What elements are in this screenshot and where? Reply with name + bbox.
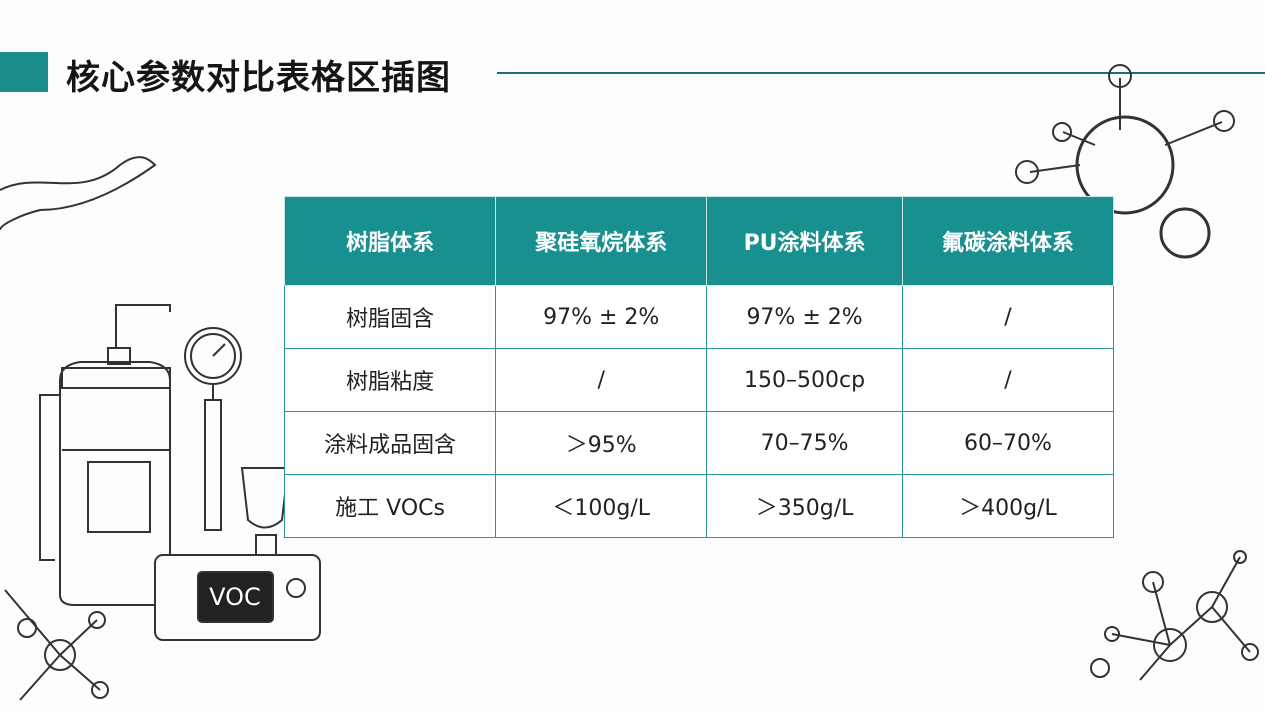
table-row: 树脂固含 97% ± 2% 97% ± 2% / [283,285,1115,349]
table-cell: 60–70% [901,411,1115,475]
slide-title: 核心参数对比表格区插图 [66,58,451,98]
comparison-table: 树脂体系 聚硅氧烷体系 PU涂料体系 氟碳涂料体系 树脂固含 97% ± 2% 97% ±… [283,196,1115,538]
table-cell: 97% ± 2% [706,285,903,349]
table-cell: ＞400g/L [901,474,1115,538]
column-header: 树脂体系 [283,196,497,286]
table-cell: 97% ± 2% [495,285,708,349]
molecule-bottom-right [1090,550,1259,681]
table-body: 树脂固含 97% ± 2% 97% ± 2% / 树脂粘度/150–500cp / 涂料成品… [283,285,1115,538]
header-row: 树脂体系 聚硅氧烷体系 PU涂料体系 氟碳涂料体系 [283,196,1115,286]
table-cell: 施工 VOCs [283,474,497,538]
table-cell: / [901,285,1115,349]
table-cell: 70–75% [706,411,903,475]
table-cell: 150–500cp [706,348,903,412]
table-cell: 涂料成品固含 [283,411,497,475]
table-cell: 树脂粘度 [283,348,497,412]
table-cell: ＜100g/L [495,474,708,538]
lab-equipment [39,304,321,641]
table-row: 涂料成品固含 ＞95% 70–75% 60–70% [283,411,1115,475]
title-bar [0,52,48,92]
table-cell: / [495,348,708,412]
column-header: PU涂料体系 [706,196,903,286]
column-header: 聚硅氧烷体系 [495,196,708,286]
table-cell: / [901,348,1115,412]
molecule-top [1015,64,1235,259]
table-cell: ＞350g/L [706,474,903,538]
device-label: VOC [209,583,261,611]
column-header: 氟碳涂料体系 [901,196,1115,286]
table-row: 施工 VOCs ＜100g/L ＞350g/L ＞400g/L [283,474,1115,538]
molecule-bottom-left [4,589,109,701]
swirl [0,156,157,231]
table-cell: 树脂固含 [283,285,497,349]
table-row: 树脂粘度/150–500cp / [283,348,1115,412]
table-cell: ＞95% [495,411,708,475]
